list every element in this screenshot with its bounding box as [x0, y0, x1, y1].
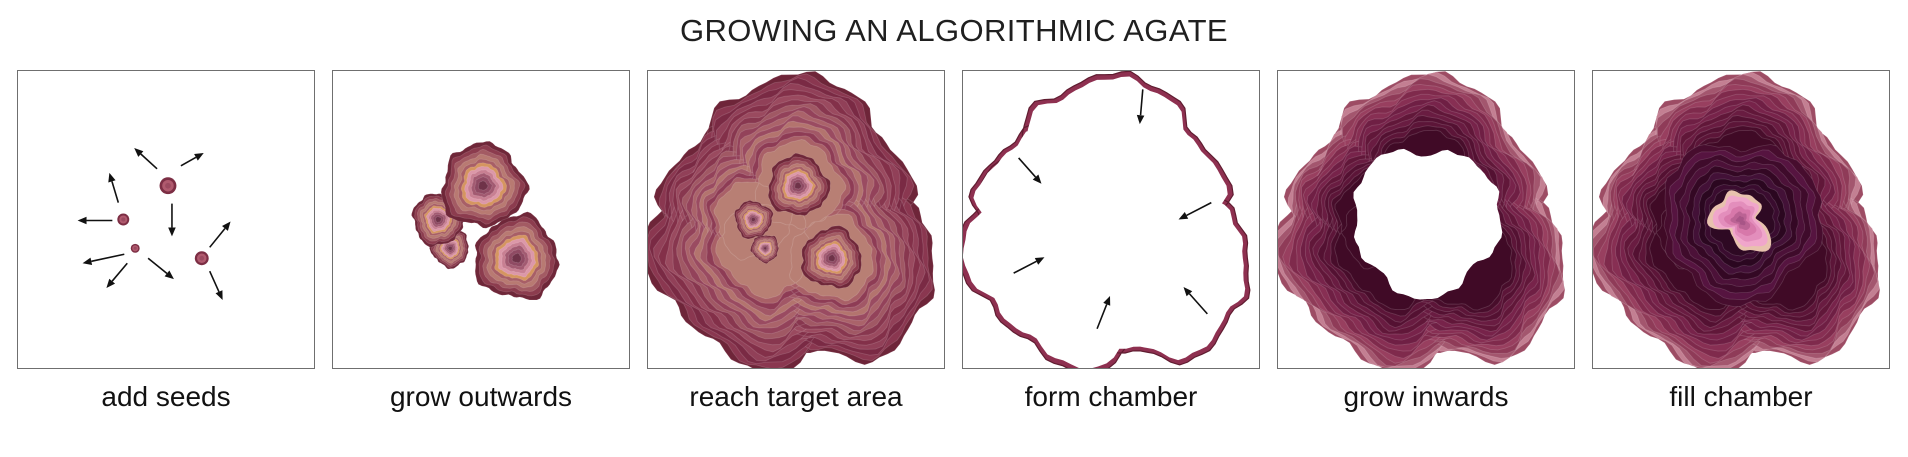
stage-panel-reach-target-area: reach target area	[647, 70, 945, 413]
stage-caption-grow-outwards: grow outwards	[389, 381, 573, 412]
agate-growth-diagram: GROWING AN ALGORITHMIC AGATE add seeds g…	[0, 13, 1908, 457]
stage-panel-form-chamber: form chamber	[962, 70, 1260, 413]
stage-caption-add-seeds: add seeds	[101, 381, 231, 412]
fill-chamber-canvas	[1592, 70, 1890, 369]
stage-caption-form-chamber: form chamber	[1024, 381, 1198, 412]
stage-panel-add-seeds: add seeds	[17, 70, 315, 413]
stage-panel-fill-chamber: fill chamber	[1592, 70, 1890, 413]
stage-panel-row: add seeds grow outwards reach target are…	[0, 70, 1908, 413]
reach-target-area-canvas	[647, 70, 945, 369]
form-chamber-illustration	[963, 71, 1251, 368]
grow-inwards-illustration	[1278, 71, 1566, 368]
stage-panel-grow-inwards: grow inwards	[1277, 70, 1575, 413]
stage-caption-fill-chamber: fill chamber	[1669, 381, 1813, 412]
stage-caption-reach-target-area: reach target area	[689, 381, 903, 412]
stage-caption-grow-inwards: grow inwards	[1343, 381, 1509, 412]
stage-panel-grow-outwards: grow outwards	[332, 70, 630, 413]
grow-outwards-illustration	[411, 140, 561, 301]
reach-target-area-illustration	[648, 71, 936, 368]
diagram-title: GROWING AN ALGORITHMIC AGATE	[679, 13, 1229, 48]
fill-chamber-illustration	[1593, 71, 1881, 368]
grow-inwards-canvas	[1277, 70, 1575, 369]
form-chamber-canvas	[962, 70, 1260, 369]
grow-outwards-canvas	[332, 70, 630, 369]
add-seeds-canvas	[17, 70, 315, 369]
add-seeds-illustration	[77, 147, 231, 300]
